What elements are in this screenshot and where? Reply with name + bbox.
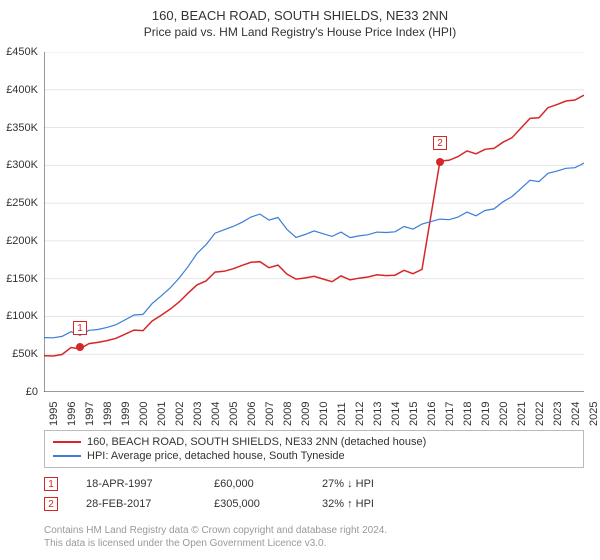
chart-title: 160, BEACH ROAD, SOUTH SHIELDS, NE33 2NN [0, 0, 600, 23]
x-tick-label: 2019 [480, 402, 492, 426]
y-tick-label: £350K [0, 122, 38, 134]
legend-label: 160, BEACH ROAD, SOUTH SHIELDS, NE33 2NN… [87, 436, 426, 448]
y-tick-label: £50K [0, 348, 38, 360]
y-tick-label: £100K [0, 310, 38, 322]
legend-swatch [53, 441, 81, 443]
legend-row: 160, BEACH ROAD, SOUTH SHIELDS, NE33 2NN… [53, 435, 575, 449]
chart-container: 160, BEACH ROAD, SOUTH SHIELDS, NE33 2NN… [0, 0, 600, 560]
legend-row: HPI: Average price, detached house, Sout… [53, 449, 575, 463]
x-tick-label: 2009 [300, 402, 312, 426]
x-tick-label: 1997 [84, 402, 96, 426]
sale-row: 2 28-FEB-2017 £305,000 32% ↑ HPI [44, 494, 584, 514]
x-tick-label: 2023 [552, 402, 564, 426]
x-tick-label: 2010 [318, 402, 330, 426]
x-tick-label: 2002 [174, 402, 186, 426]
line-chart-svg [44, 52, 584, 392]
y-tick-label: £450K [0, 46, 38, 58]
sale-delta: 32% ↑ HPI [322, 498, 374, 510]
sale-date: 28-FEB-2017 [86, 498, 186, 510]
y-tick-label: £0 [0, 386, 38, 398]
x-tick-label: 2015 [408, 402, 420, 426]
x-tick-label: 2013 [372, 402, 384, 426]
x-tick-label: 2024 [570, 402, 582, 426]
sale-dot [76, 343, 84, 351]
x-tick-label: 2011 [336, 402, 348, 426]
y-tick-label: £400K [0, 84, 38, 96]
x-tick-label: 1999 [120, 402, 132, 426]
x-tick-label: 2021 [516, 402, 528, 426]
x-tick-label: 1998 [102, 402, 114, 426]
sale-marker-icon: 1 [73, 321, 87, 335]
x-tick-label: 2025 [588, 402, 600, 426]
x-tick-label: 2020 [498, 402, 510, 426]
y-tick-label: £200K [0, 235, 38, 247]
sale-delta: 27% ↓ HPI [322, 478, 374, 490]
y-tick-label: £250K [0, 197, 38, 209]
y-tick-label: £150K [0, 273, 38, 285]
chart-plot-area: £0£50K£100K£150K£200K£250K£300K£350K£400… [44, 52, 584, 392]
sale-dot [436, 158, 444, 166]
footnote-line: Contains HM Land Registry data © Crown c… [44, 524, 584, 537]
sale-marker-icon: 2 [433, 136, 447, 150]
footnote: Contains HM Land Registry data © Crown c… [44, 524, 584, 550]
sales-table: 1 18-APR-1997 £60,000 27% ↓ HPI 2 28-FEB… [44, 474, 584, 514]
legend-label: HPI: Average price, detached house, Sout… [87, 450, 345, 462]
x-tick-label: 2014 [390, 402, 402, 426]
sale-date: 18-APR-1997 [86, 478, 186, 490]
x-tick-label: 2006 [246, 402, 258, 426]
legend-swatch [53, 455, 81, 457]
x-tick-label: 2003 [192, 402, 204, 426]
x-tick-label: 2022 [534, 402, 546, 426]
x-tick-label: 2007 [264, 402, 276, 426]
x-tick-label: 2008 [282, 402, 294, 426]
sale-price: £60,000 [214, 478, 294, 490]
x-tick-label: 1996 [66, 402, 78, 426]
x-tick-label: 2012 [354, 402, 366, 426]
footnote-line: This data is licensed under the Open Gov… [44, 537, 584, 550]
legend: 160, BEACH ROAD, SOUTH SHIELDS, NE33 2NN… [44, 430, 584, 468]
sale-price: £305,000 [214, 498, 294, 510]
chart-subtitle: Price paid vs. HM Land Registry's House … [0, 23, 600, 45]
x-tick-label: 2005 [228, 402, 240, 426]
x-tick-label: 1995 [48, 402, 60, 426]
x-tick-label: 2004 [210, 402, 222, 426]
y-tick-label: £300K [0, 159, 38, 171]
x-tick-label: 2016 [426, 402, 438, 426]
x-tick-label: 2000 [138, 402, 150, 426]
x-tick-label: 2018 [462, 402, 474, 426]
x-tick-label: 2017 [444, 402, 456, 426]
sale-row: 1 18-APR-1997 £60,000 27% ↓ HPI [44, 474, 584, 494]
sale-marker-icon: 2 [44, 497, 58, 511]
sale-marker-icon: 1 [44, 477, 58, 491]
x-tick-label: 2001 [156, 402, 168, 426]
